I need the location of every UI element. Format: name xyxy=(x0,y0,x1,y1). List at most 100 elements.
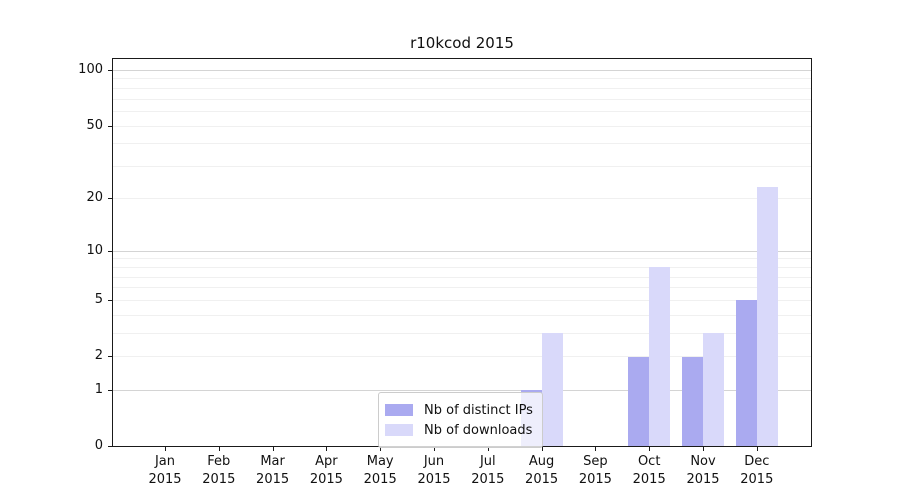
x-tick-year: 2015 xyxy=(309,472,343,487)
bar-downloads xyxy=(703,333,724,446)
x-tick-month: Sep xyxy=(583,454,608,469)
x-tick-mark xyxy=(380,447,382,451)
legend: Nb of distinct IPs Nb of downloads xyxy=(378,392,543,448)
x-tick-mark xyxy=(272,447,274,451)
x-tick-year: 2015 xyxy=(363,472,397,487)
x-tick-label: Oct 2015 xyxy=(617,446,681,489)
gridline-minor xyxy=(113,87,811,89)
x-tick-year: 2015 xyxy=(471,472,505,487)
x-tick-month: Dec xyxy=(744,454,770,469)
x-tick-year: 2015 xyxy=(740,472,774,487)
gridline-minor xyxy=(113,125,811,127)
gridline-minor xyxy=(113,356,811,358)
x-tick-label: May 2015 xyxy=(348,446,412,489)
gridline-minor xyxy=(113,143,811,145)
y-tick-mark xyxy=(108,356,112,358)
gridline-minor xyxy=(113,266,811,268)
gridline-major xyxy=(113,69,811,71)
x-tick-month: Nov xyxy=(690,454,716,469)
bar-downloads xyxy=(649,266,671,446)
legend-label-distinct-ips: Nb of distinct IPs xyxy=(424,402,533,418)
x-tick-label: Feb 2015 xyxy=(187,446,251,489)
x-tick-label: Nov 2015 xyxy=(671,446,735,489)
x-tick-label: Sep 2015 xyxy=(563,446,627,489)
gridline-major xyxy=(113,389,811,391)
x-tick-mark xyxy=(326,447,328,451)
gridline-minor xyxy=(113,197,811,199)
x-tick-month: Mar xyxy=(260,454,285,469)
plot-area: 0 1 2 5 10 20 50 100 Jan 2015 Feb 2015 Mar 2015 Apr 20… xyxy=(78,58,812,487)
x-tick-label: Dec 2015 xyxy=(725,446,789,489)
x-tick-year: 2015 xyxy=(256,472,290,487)
y-tick-label: 2 xyxy=(94,348,103,364)
y-tick-label: 0 xyxy=(94,438,103,453)
y-tick-label: 10 xyxy=(86,242,103,258)
y-tick-label: 100 xyxy=(78,61,103,77)
x-tick-label: Jan 2015 xyxy=(133,446,197,489)
y-tick-label: 50 xyxy=(86,117,103,133)
gridline-minor xyxy=(113,110,811,112)
y-tick-label: 20 xyxy=(86,189,103,205)
y-tick-label: 5 xyxy=(94,291,103,307)
x-tick-label: Jul 2015 xyxy=(456,446,520,489)
x-tick-mark xyxy=(434,447,435,451)
x-tick-month: Jun xyxy=(423,454,445,469)
x-tick-year: 2015 xyxy=(686,472,720,487)
x-tick-year: 2015 xyxy=(632,472,666,487)
bar-distinct-ips xyxy=(735,300,757,446)
legend-entry-downloads: Nb of downloads xyxy=(385,420,533,440)
y-tick-label: 1 xyxy=(94,381,103,397)
gridline-minor xyxy=(113,276,811,278)
legend-swatch-distinct-ips xyxy=(385,404,413,416)
gridline-minor xyxy=(113,287,811,289)
x-tick-month: May xyxy=(366,454,394,469)
x-tick-mark xyxy=(649,447,651,451)
gridline-minor xyxy=(113,78,811,80)
y-tick-mark xyxy=(108,389,112,391)
x-tick-label: Aug 2015 xyxy=(510,446,574,489)
gridline-minor xyxy=(113,98,811,100)
gridline-minor xyxy=(113,314,811,316)
x-tick-year: 2015 xyxy=(578,472,612,487)
y-tick-mark xyxy=(108,125,112,127)
y-tick-mark xyxy=(108,250,112,252)
legend-swatch-downloads xyxy=(385,424,413,436)
x-tick-month: Jan xyxy=(154,454,176,469)
x-tick-year: 2015 xyxy=(148,472,182,487)
x-tick-mark xyxy=(487,447,489,451)
x-tick-year: 2015 xyxy=(202,472,236,487)
x-tick-label: Mar 2015 xyxy=(241,446,305,489)
y-tick-mark xyxy=(108,299,112,301)
chart-title: r10kcod 2015 xyxy=(410,34,514,52)
x-tick-year: 2015 xyxy=(525,472,559,487)
y-tick-mark xyxy=(108,69,112,71)
x-tick-month: Feb xyxy=(207,454,231,469)
y-tick-mark xyxy=(108,446,112,447)
x-tick-month: Jul xyxy=(479,454,496,469)
x-tick-mark xyxy=(756,447,758,451)
gridline-minor xyxy=(113,299,811,301)
x-tick-month: Apr xyxy=(315,454,338,469)
legend-label-downloads: Nb of downloads xyxy=(424,422,533,438)
x-tick-month: Aug xyxy=(528,454,555,469)
x-tick-mark xyxy=(595,447,597,451)
y-tick-mark xyxy=(108,197,112,199)
bar-downloads xyxy=(756,187,778,446)
gridline-major xyxy=(113,250,811,252)
x-tick-mark xyxy=(703,447,704,451)
gridline-minor xyxy=(113,166,811,168)
bar-downloads xyxy=(541,333,563,446)
bar-distinct-ips xyxy=(682,356,703,446)
bar-distinct-ips xyxy=(628,356,650,446)
legend-entry-distinct-ips: Nb of distinct IPs xyxy=(385,400,533,420)
x-tick-month: Oct xyxy=(637,454,661,469)
x-tick-label: Apr 2015 xyxy=(294,446,358,489)
x-tick-mark xyxy=(541,447,543,451)
x-tick-label: Jun 2015 xyxy=(402,446,466,489)
gridline-minor xyxy=(113,333,811,335)
x-tick-mark xyxy=(165,447,166,451)
x-tick-year: 2015 xyxy=(417,472,451,487)
x-tick-mark xyxy=(218,447,220,451)
gridline-minor xyxy=(113,258,811,260)
